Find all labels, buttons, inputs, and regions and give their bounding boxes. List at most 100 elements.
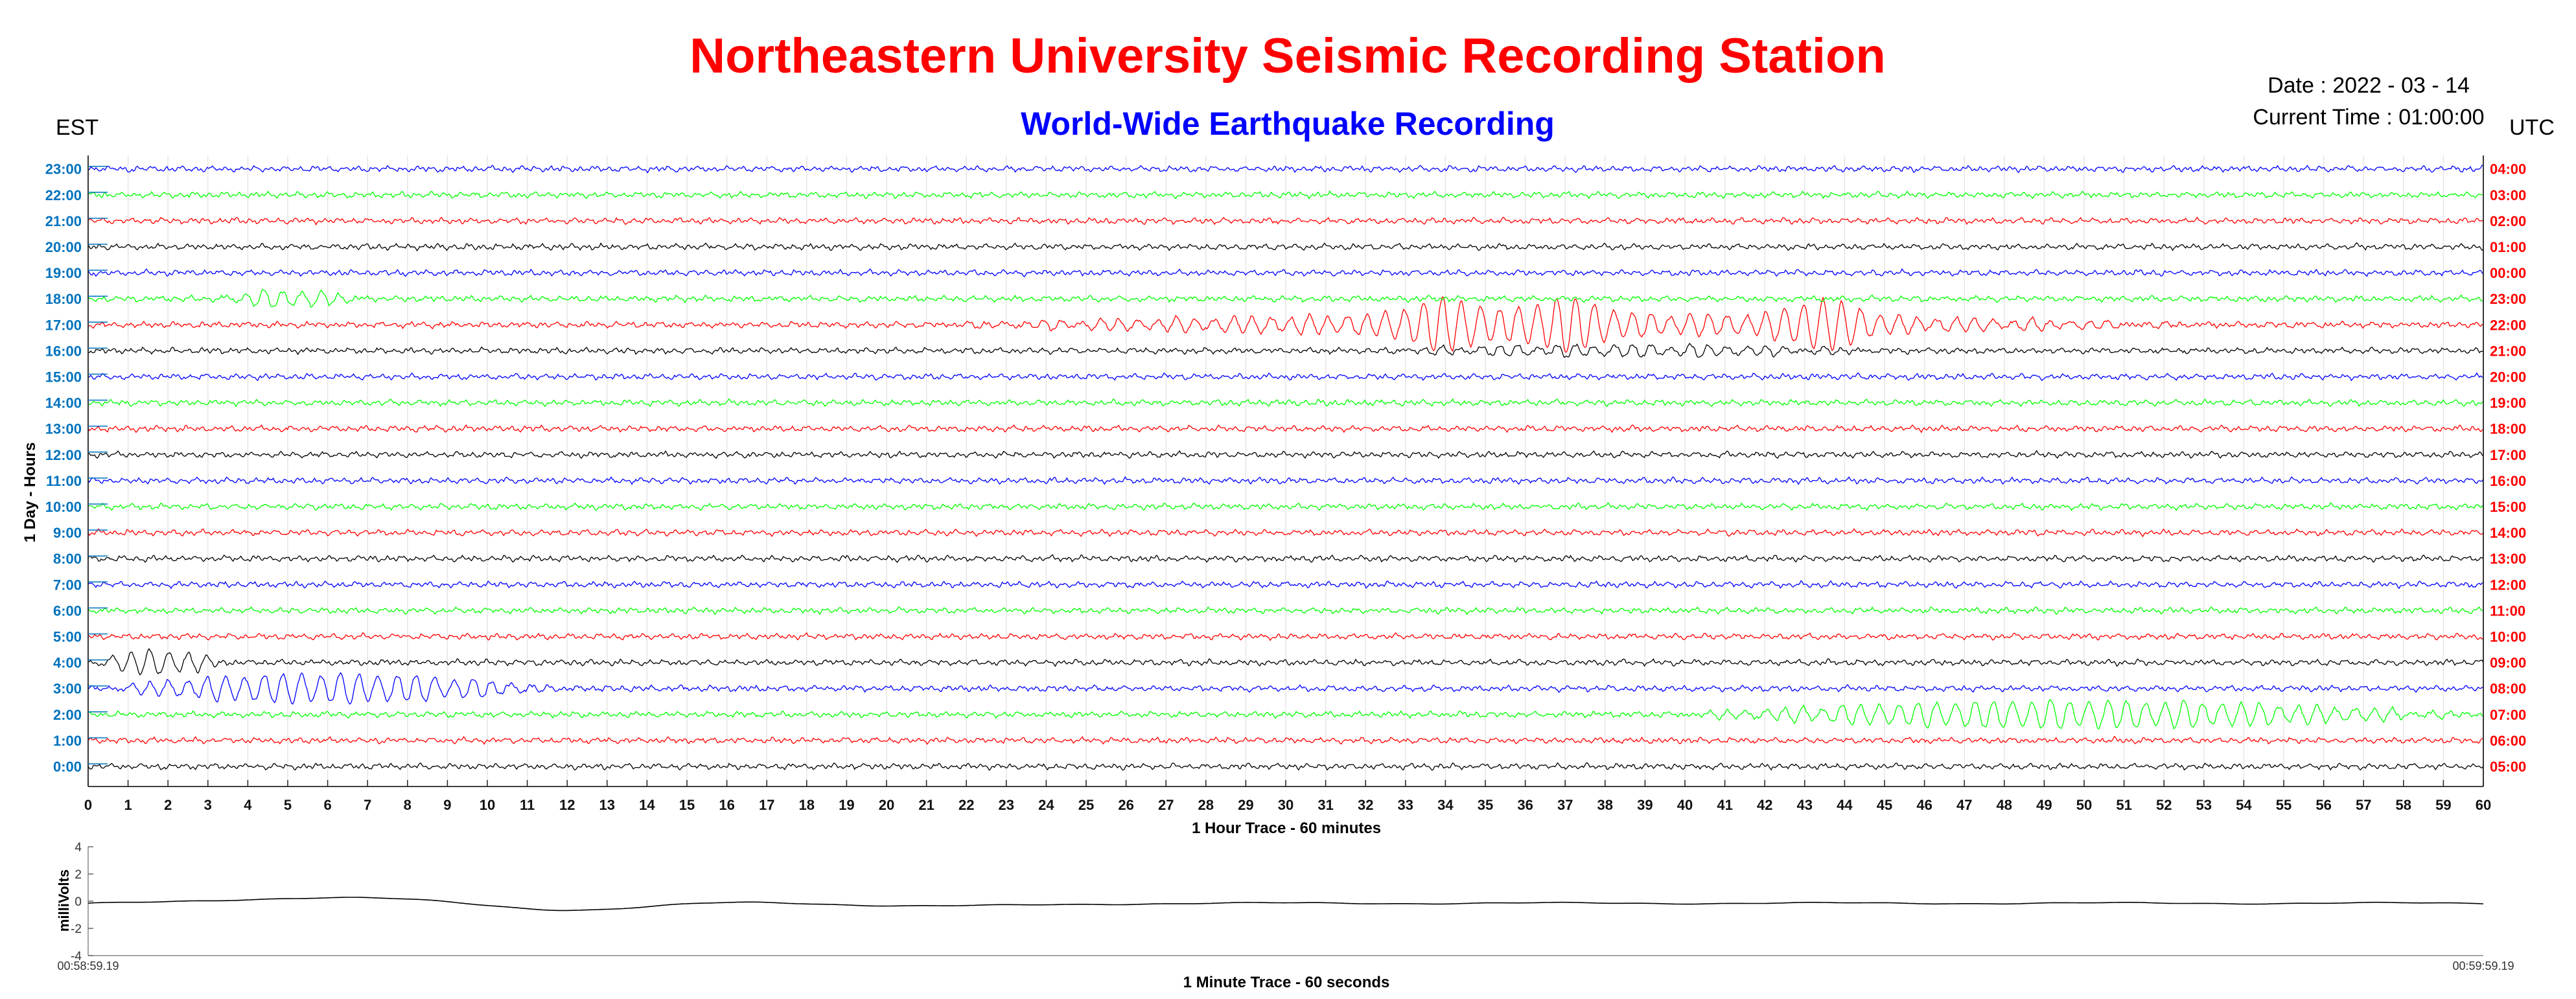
utc-hour-label: 09:00	[2490, 655, 2526, 671]
hour-trace	[87, 762, 2484, 771]
x-tick-label: 45	[1877, 797, 1892, 813]
est-hour-label: 4:00	[53, 655, 82, 671]
hour-trace	[87, 450, 2484, 459]
utc-hour-label: 17:00	[2490, 447, 2526, 463]
x-tick-label: 40	[1677, 797, 1693, 813]
x-tick-label: 18	[799, 797, 815, 813]
x-tick-label: 17	[759, 797, 774, 813]
hour-trace	[87, 735, 2484, 745]
est-hour-label: 2:00	[53, 707, 82, 723]
x-tick-label: 36	[1517, 797, 1533, 813]
x-tick-label: 13	[599, 797, 615, 813]
minute-trace-end-time: 00:59:59.19	[2452, 959, 2514, 972]
est-hour-label: 0:00	[53, 759, 82, 775]
est-hour-label: 11:00	[46, 473, 82, 489]
x-tick-label: 14	[639, 797, 655, 813]
x-tick-label: 34	[1437, 797, 1454, 813]
hour-trace	[87, 424, 2484, 433]
x-tick-label: 1	[124, 797, 132, 813]
helicorder-axes: 0 1 2 3 4 5 6 7 8 9 10 11 12 13 14 15 16 17 18 19 20 21 22 23 24…	[45, 155, 2526, 813]
x-tick-label: 16	[719, 797, 734, 813]
est-hour-label: 16:00	[45, 343, 82, 359]
x-tick-label: 42	[1757, 797, 1772, 813]
hour-trace	[87, 190, 2484, 200]
est-hour-label: 9:00	[53, 525, 82, 541]
x-tick-label: 41	[1717, 797, 1732, 813]
x-tick-label: 60	[2476, 797, 2491, 813]
x-tick-label: 58	[2396, 797, 2411, 813]
est-hour-label: 6:00	[53, 603, 82, 619]
est-hour-label: 12:00	[45, 447, 82, 463]
x-tick-label: 21	[918, 797, 934, 813]
x-tick-label: 24	[1038, 797, 1054, 813]
x-tick-label: 55	[2276, 797, 2292, 813]
date-readout: Date : 2022 - 03 - 14	[2268, 73, 2470, 98]
page-title: Northeastern University Seismic Recordin…	[690, 29, 1886, 84]
hour-trace	[87, 632, 2484, 641]
hour-trace	[87, 296, 2484, 353]
x-tick-label: 43	[1797, 797, 1813, 813]
utc-hour-label: 20:00	[2490, 369, 2526, 385]
helicorder-y-axis-label: 1 Day - Hours	[21, 442, 39, 543]
minute-y-tick-label: 4	[75, 841, 82, 855]
x-tick-label: 2	[164, 797, 172, 813]
est-hour-label: 15:00	[45, 369, 82, 385]
x-tick-label: 54	[2236, 797, 2252, 813]
hour-trace	[87, 242, 2484, 252]
utc-hour-label: 14:00	[2490, 525, 2526, 541]
hour-trace	[87, 476, 2484, 485]
x-tick-label: 3	[204, 797, 212, 813]
x-tick-label: 30	[1278, 797, 1294, 813]
est-hour-label: 13:00	[45, 421, 82, 437]
hour-trace	[87, 606, 2484, 615]
est-hour-label: 8:00	[53, 551, 82, 567]
x-tick-label: 52	[2156, 797, 2172, 813]
x-tick-label: 56	[2315, 797, 2331, 813]
x-tick-label: 29	[1238, 797, 1253, 813]
x-tick-label: 10	[480, 797, 495, 813]
utc-hour-label: 03:00	[2490, 187, 2526, 203]
x-tick-label: 20	[879, 797, 894, 813]
x-tick-label: 28	[1198, 797, 1214, 813]
x-tick-label: 37	[1557, 797, 1573, 813]
x-tick-label: 7	[364, 797, 371, 813]
minute-y-tick-label: 0	[75, 895, 82, 909]
est-hour-label: 18:00	[45, 291, 82, 307]
x-tick-label: 39	[1637, 797, 1653, 813]
x-tick-label: 49	[2036, 797, 2052, 813]
x-tick-label: 46	[1916, 797, 1932, 813]
hour-trace	[87, 501, 2484, 512]
utc-hour-label: 00:00	[2490, 265, 2526, 281]
utc-hour-label: 04:00	[2490, 161, 2526, 178]
x-tick-label: 9	[443, 797, 451, 813]
est-hour-label: 1:00	[53, 733, 82, 749]
x-tick-label: 5	[284, 797, 292, 813]
utc-hour-label: 23:00	[2490, 291, 2526, 307]
x-tick-label: 38	[1597, 797, 1613, 813]
utc-hour-label: 01:00	[2490, 239, 2526, 255]
minute-trace-start-time: 00:58:59.19	[57, 959, 119, 972]
x-tick-label: 0	[84, 797, 92, 813]
hour-trace	[87, 372, 2484, 382]
x-tick-label: 50	[2076, 797, 2092, 813]
hour-trace	[87, 554, 2484, 564]
hour-trace	[87, 165, 2484, 174]
hour-trace	[87, 216, 2484, 226]
utc-hour-label: 13:00	[2490, 551, 2526, 567]
x-tick-label: 6	[323, 797, 331, 813]
est-hour-label: 22:00	[45, 187, 82, 203]
x-tick-label: 8	[404, 797, 412, 813]
x-tick-label: 53	[2196, 797, 2212, 813]
hour-trace	[87, 699, 2484, 730]
x-tick-label: 59	[2435, 797, 2451, 813]
hour-trace	[87, 528, 2484, 538]
x-tick-label: 51	[2116, 797, 2131, 813]
utc-hour-label: 16:00	[2490, 473, 2526, 489]
hour-trace	[87, 580, 2484, 590]
hour-trace	[87, 672, 2484, 705]
est-zone-label: EST	[56, 115, 99, 140]
x-tick-label: 25	[1078, 797, 1094, 813]
est-hour-label: 3:00	[53, 681, 82, 697]
est-hour-label: 17:00	[45, 317, 82, 333]
